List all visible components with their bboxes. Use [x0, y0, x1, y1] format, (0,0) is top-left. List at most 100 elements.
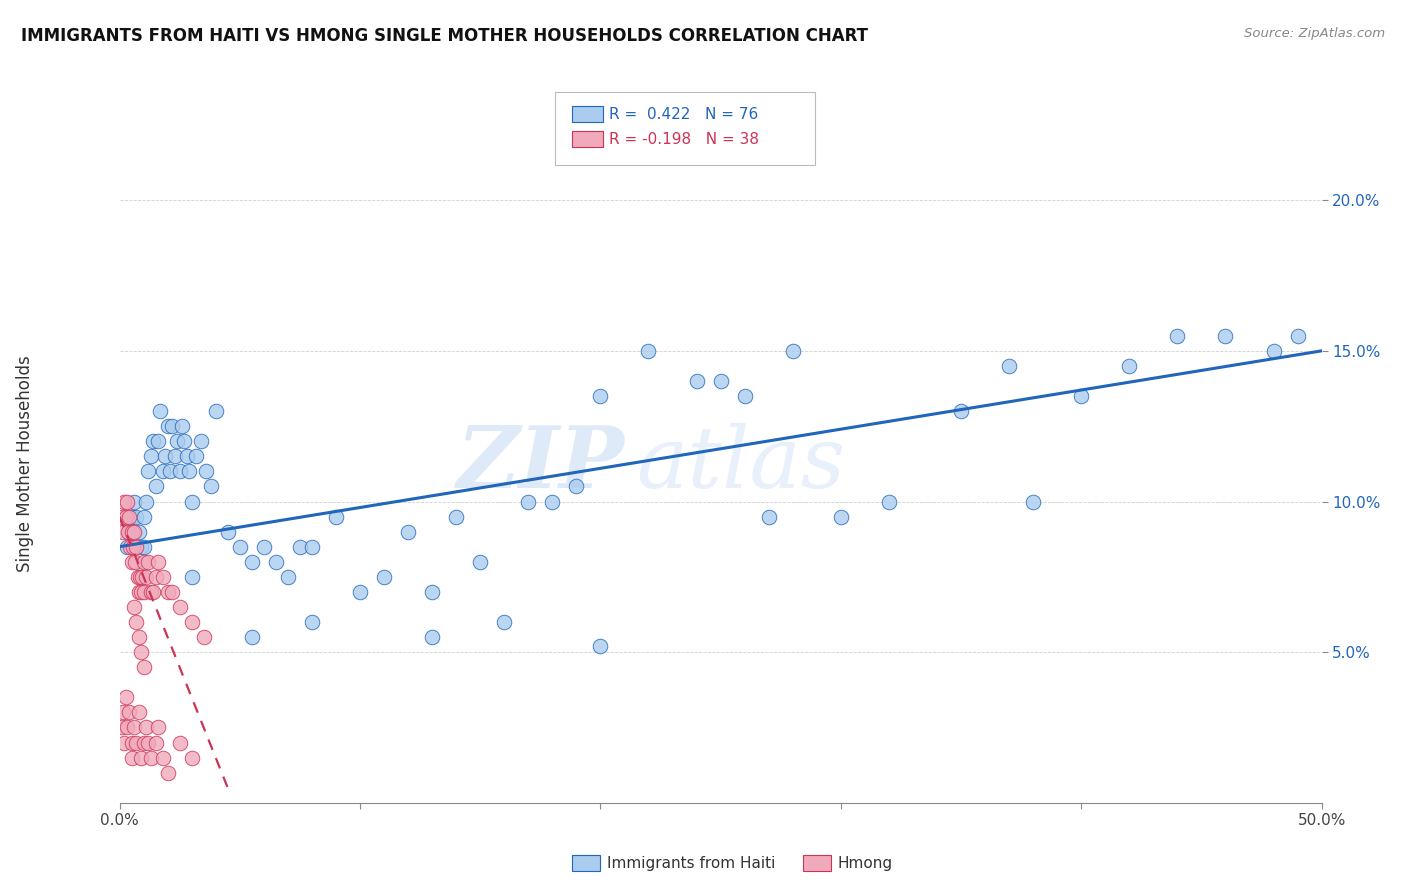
Point	[138, 464, 160, 478]
Point	[121, 524, 143, 539]
Point	[163, 450, 186, 464]
Point	[142, 585, 165, 599]
Point	[156, 419, 179, 434]
Point	[180, 494, 202, 508]
Text: IMMIGRANTS FROM HAITI VS HMONG SINGLE MOTHER HOUSEHOLDS CORRELATION CHART: IMMIGRANTS FROM HAITI VS HMONG SINGLE MO…	[21, 27, 868, 45]
Point	[998, 359, 1021, 373]
Text: Single Mother Households: Single Mother Households	[17, 356, 34, 572]
Point	[132, 555, 155, 569]
Point	[152, 464, 174, 478]
Point	[112, 494, 135, 508]
Point	[128, 585, 150, 599]
Point	[139, 750, 162, 764]
Text: R = -0.198   N = 38: R = -0.198 N = 38	[609, 132, 759, 146]
Point	[156, 765, 179, 780]
Point	[118, 524, 141, 539]
Point	[132, 660, 155, 674]
Point	[782, 343, 804, 358]
Point	[132, 735, 155, 749]
Point	[1022, 494, 1045, 508]
Point	[240, 630, 263, 644]
Text: Hmong: Hmong	[838, 856, 893, 871]
Point	[128, 630, 150, 644]
Text: Source: ZipAtlas.com: Source: ZipAtlas.com	[1244, 27, 1385, 40]
Point	[1215, 328, 1237, 343]
Point	[173, 434, 195, 449]
Point	[709, 374, 731, 388]
Point	[145, 570, 167, 584]
Point	[131, 570, 153, 584]
Point	[146, 721, 169, 735]
Point	[112, 706, 135, 720]
Point	[111, 721, 134, 735]
Point	[124, 555, 146, 569]
Point	[118, 706, 141, 720]
Point	[180, 750, 202, 764]
Point	[149, 404, 172, 418]
Point	[277, 570, 299, 584]
Point	[541, 494, 564, 508]
Point	[288, 540, 311, 554]
Point	[121, 750, 143, 764]
Point	[1166, 328, 1188, 343]
Point	[115, 494, 138, 508]
Point	[121, 555, 143, 569]
Point	[121, 735, 143, 749]
Point	[129, 645, 152, 659]
Point	[132, 585, 155, 599]
Point	[132, 540, 155, 554]
Point	[396, 524, 419, 539]
Point	[129, 585, 152, 599]
Point	[517, 494, 540, 508]
Point	[117, 524, 139, 539]
Point	[135, 494, 157, 508]
Point	[734, 389, 756, 403]
Point	[145, 479, 167, 493]
Point	[349, 585, 371, 599]
Point	[159, 464, 181, 478]
Point	[125, 615, 148, 629]
Point	[758, 509, 780, 524]
Point	[195, 464, 218, 478]
Point	[121, 509, 143, 524]
Point	[142, 434, 165, 449]
Point	[122, 599, 145, 614]
Point	[589, 639, 612, 653]
Point	[685, 374, 707, 388]
Point	[949, 404, 972, 418]
Point	[146, 434, 169, 449]
Point	[179, 464, 201, 478]
Point	[830, 509, 852, 524]
Point	[468, 555, 492, 569]
Point	[135, 721, 157, 735]
Point	[121, 540, 143, 554]
Point	[494, 615, 516, 629]
Point	[152, 570, 174, 584]
Point	[132, 509, 155, 524]
Text: ZIP: ZIP	[457, 422, 624, 506]
Point	[156, 585, 179, 599]
Point	[420, 585, 443, 599]
Point	[139, 585, 162, 599]
Point	[176, 450, 198, 464]
Point	[420, 630, 443, 644]
Point	[180, 615, 202, 629]
Point	[120, 540, 142, 554]
Point	[111, 509, 134, 524]
Point	[162, 585, 184, 599]
Point	[217, 524, 239, 539]
Text: R =  0.422   N = 76: R = 0.422 N = 76	[609, 107, 758, 121]
Point	[122, 721, 145, 735]
Point	[135, 570, 157, 584]
Point	[193, 630, 215, 644]
Point	[301, 540, 323, 554]
Point	[115, 721, 138, 735]
Point	[129, 750, 152, 764]
Point	[228, 540, 250, 554]
Point	[166, 434, 188, 449]
Text: atlas: atlas	[637, 423, 845, 505]
Point	[169, 599, 191, 614]
Point	[115, 540, 138, 554]
Point	[125, 509, 148, 524]
Point	[180, 570, 202, 584]
